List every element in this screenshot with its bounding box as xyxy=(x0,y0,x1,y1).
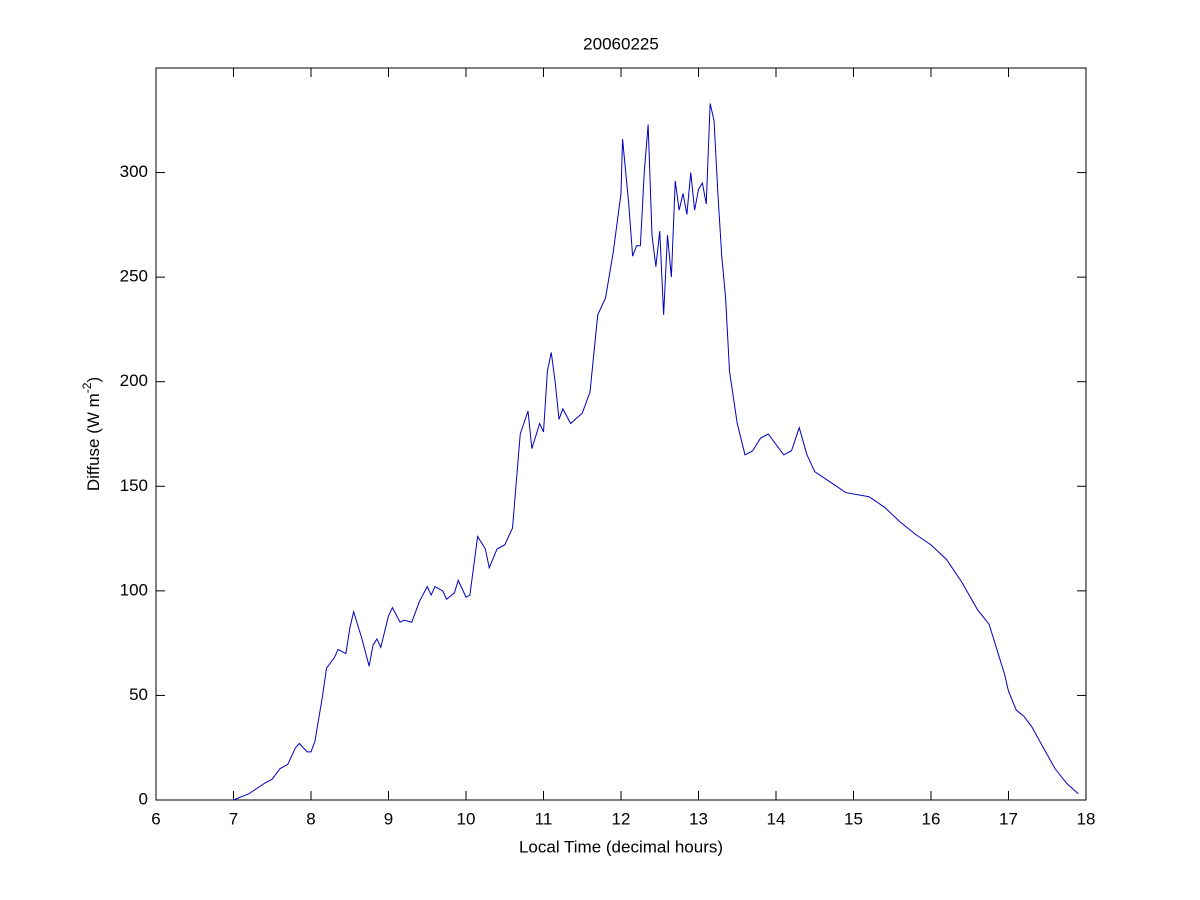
x-tick-label: 15 xyxy=(844,809,863,828)
y-tick-label: 300 xyxy=(120,162,148,181)
x-tick-label: 16 xyxy=(922,809,941,828)
y-axis-label: Diffuse (W m-2) xyxy=(80,377,103,491)
x-tick-label: 9 xyxy=(384,809,393,828)
y-tick-label: 250 xyxy=(120,267,148,286)
y-tick-label: 50 xyxy=(129,685,148,704)
chart-title: 20060225 xyxy=(583,34,659,53)
y-axis-label-sup: -2 xyxy=(80,382,94,393)
x-tick-label: 17 xyxy=(999,809,1018,828)
x-tick-label: 8 xyxy=(306,809,315,828)
x-tick-label: 7 xyxy=(229,809,238,828)
x-tick-label: 10 xyxy=(457,809,476,828)
x-tick-label: 6 xyxy=(151,809,160,828)
x-tick-label: 13 xyxy=(689,809,708,828)
x-tick-label: 11 xyxy=(535,809,553,828)
y-axis-label-main: Diffuse (W m xyxy=(84,393,103,491)
y-tick-label: 200 xyxy=(120,371,148,390)
y-axis-label-end: ) xyxy=(84,377,103,383)
x-axis-label: Local Time (decimal hours) xyxy=(519,837,723,856)
x-tick-label: 14 xyxy=(767,809,786,828)
y-tick-label: 150 xyxy=(120,476,148,495)
x-tick-label: 18 xyxy=(1077,809,1096,828)
y-tick-label: 100 xyxy=(120,580,148,599)
y-tick-label: 0 xyxy=(139,789,148,808)
x-tick-label: 12 xyxy=(612,809,631,828)
data-line xyxy=(233,103,1079,801)
